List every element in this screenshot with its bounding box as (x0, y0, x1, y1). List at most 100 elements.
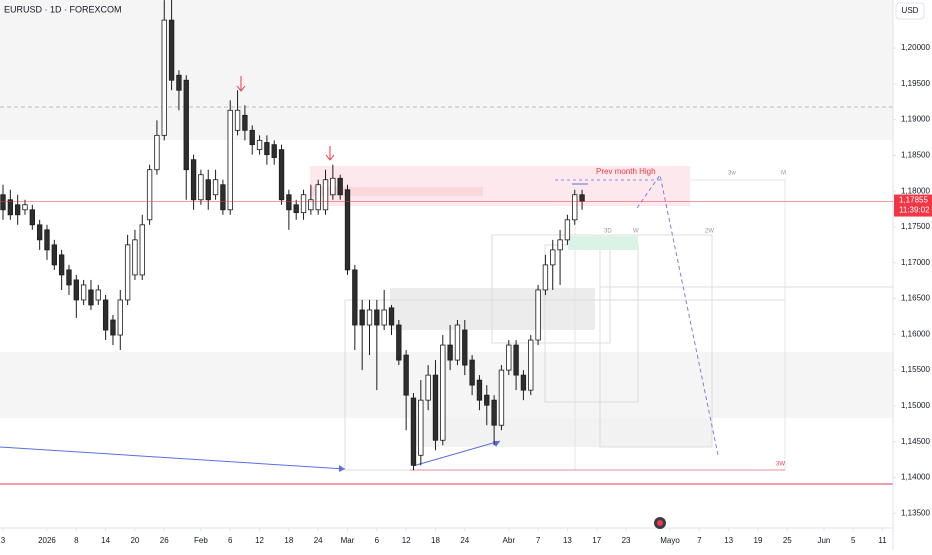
candle-body (286, 194, 292, 211)
candle-body (168, 19, 175, 81)
candle-body (242, 114, 248, 131)
annotation: Prev month High (596, 167, 656, 176)
y-tick-label: 1,16000 (901, 329, 930, 338)
candle-body (132, 239, 138, 276)
event-icon-dot (657, 520, 663, 526)
candle-body (124, 244, 131, 301)
trend-line (0, 446, 346, 470)
candle-body (154, 134, 160, 171)
candle-body (22, 204, 28, 211)
candle-body (102, 299, 109, 331)
annotation: W (633, 229, 639, 235)
candle-body (425, 374, 431, 401)
x-tick-label: 13 (563, 536, 572, 545)
candle-body (271, 144, 277, 158)
x-tick-label: 18 (431, 536, 440, 545)
trend-line (412, 440, 501, 467)
candle-body (227, 109, 233, 211)
candle-body (110, 319, 116, 336)
candle-body (190, 159, 197, 201)
y-tick-label: 1,15000 (901, 401, 930, 410)
y-tick-label: 1,19500 (901, 79, 930, 88)
candle-body (418, 399, 424, 456)
candle-body (220, 184, 226, 211)
candle-body (73, 279, 79, 301)
candle-body (403, 354, 409, 396)
candle-body (146, 169, 153, 221)
candle-body (264, 142, 270, 156)
zone (310, 187, 483, 196)
x-tick-label: 7 (697, 536, 702, 545)
candle-body (476, 379, 483, 401)
arrow-head (493, 441, 500, 447)
candle-body (564, 219, 571, 241)
x-tick-label: 14 (101, 536, 110, 545)
candle-body (249, 129, 255, 146)
candle-body (542, 264, 549, 291)
down-arrow (325, 146, 335, 161)
candle-body (234, 109, 241, 131)
annotation: 2W (705, 229, 714, 235)
candle-body (14, 204, 21, 216)
x-tick-label: Abr (503, 536, 516, 545)
candle-body (352, 269, 358, 326)
candle-body (366, 309, 373, 326)
x-tick-label: 5 (851, 536, 856, 545)
x-tick-label: 13 (724, 536, 733, 545)
candle-body (51, 244, 57, 266)
currency-button[interactable] (895, 2, 925, 20)
y-tick-label: 1,20000 (901, 43, 930, 52)
x-tick-label: 24 (460, 536, 469, 545)
candle-body (447, 344, 453, 361)
zone (0, 0, 893, 140)
candle-body (205, 179, 211, 201)
x-tick-label: Jun (817, 536, 830, 545)
candle-body (80, 284, 87, 301)
candle-body (322, 179, 329, 211)
candle-body (161, 19, 167, 136)
x-tick-label: 7 (536, 536, 541, 545)
currency-label[interactable]: USD (902, 6, 919, 15)
zone (0, 352, 893, 418)
candle-body (410, 397, 417, 466)
candle-body (550, 249, 556, 266)
candle-body (337, 177, 343, 196)
candle-body (256, 139, 263, 151)
y-tick-label: 1,18500 (901, 150, 930, 159)
last-price-box (894, 194, 932, 217)
candle-body (88, 289, 94, 306)
x-tick-label: 12 (255, 536, 264, 545)
candle-body (454, 324, 461, 361)
candle-body (579, 194, 585, 202)
candles (0, 0, 585, 471)
x-tick-label: 18 (284, 536, 293, 545)
candle-body (498, 369, 505, 426)
candle-body (388, 307, 395, 326)
zone (410, 418, 712, 447)
candle-body (344, 189, 351, 271)
candle-body (469, 359, 475, 386)
y-tick-label: 1,16500 (901, 294, 930, 303)
x-tick-label: 25 (783, 536, 792, 545)
x-tick-label: 8 (74, 536, 79, 545)
x-tick-label: 2026 (38, 536, 56, 545)
candle-body (36, 224, 43, 241)
candle-body (520, 374, 527, 391)
annotation: 3D (604, 229, 612, 235)
candle-body (396, 324, 402, 361)
candle-body (278, 149, 285, 201)
candle-body (359, 309, 365, 326)
candle-body (506, 344, 512, 371)
down-arrow (236, 76, 246, 92)
candle-body (484, 394, 490, 406)
candle-body (293, 204, 299, 214)
candle-body (462, 329, 468, 366)
candle-body (528, 339, 534, 391)
box (491, 234, 611, 344)
candle-body (198, 174, 204, 201)
candle-body (440, 344, 446, 441)
candle-body (139, 224, 145, 276)
x-tick-label: 6 (375, 536, 380, 545)
candle-body (308, 199, 314, 211)
zone (310, 166, 690, 206)
